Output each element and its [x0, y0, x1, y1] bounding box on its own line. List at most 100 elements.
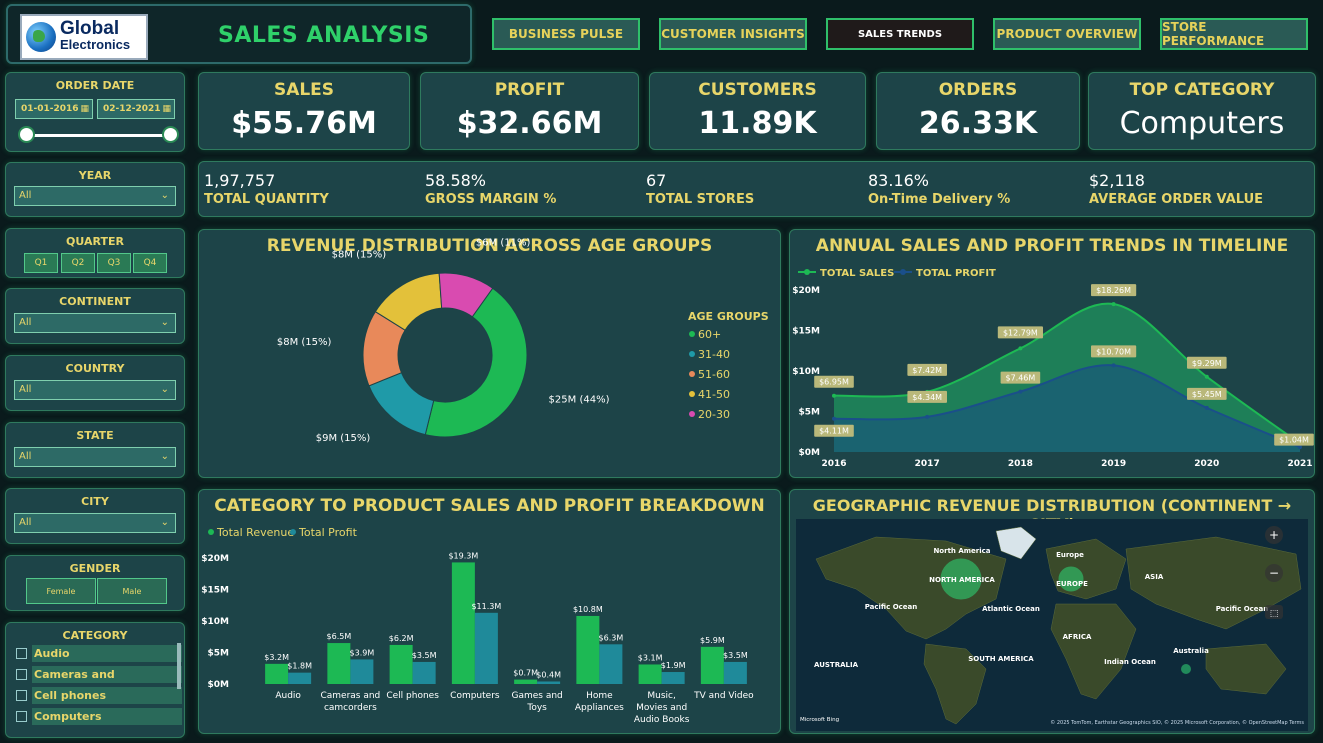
revenue-bubble-europe — [1058, 566, 1084, 592]
country-value: All — [19, 384, 32, 395]
kpi-top-category-card: TOP CATEGORY Computers — [1088, 72, 1316, 150]
category-item-cell-phones[interactable]: Cell phones — [16, 687, 184, 705]
trend-label-bg — [997, 326, 1043, 339]
kpi-customers-value: 11.89K — [698, 106, 817, 141]
stat-value: 58.58% — [425, 171, 487, 190]
donut-chart-title: REVENUE DISTRIBUTION ACROSS AGE GROUPS — [266, 236, 713, 256]
donut-legend-entry: 20-30 — [698, 408, 730, 421]
legend-marker-icon — [689, 331, 695, 337]
bar-legend-entry: Total Revenue — [216, 526, 294, 539]
company-logo: Global Electronics — [20, 14, 148, 60]
bar-1 — [288, 672, 312, 684]
trend-label-bg — [814, 424, 854, 437]
category-item-label: Audio — [32, 645, 182, 662]
legend-marker-icon — [804, 269, 810, 275]
map-bing-logo: Microsoft Bing — [800, 717, 839, 723]
tab-business-pulse[interactable]: BUSINESS PULSE — [492, 18, 640, 50]
donut-data-label: $6M (11%) — [476, 237, 531, 248]
bar-data-label: $5.9M — [700, 636, 725, 645]
zoom-out-button[interactable] — [1265, 564, 1283, 582]
date-range-start-handle[interactable] — [18, 126, 35, 143]
category-item-cameras[interactable]: Cameras and camcorders — [16, 666, 184, 698]
trend-data-label: $5.45M — [1192, 390, 1222, 399]
kpi-top-category-value: Computers — [1119, 106, 1285, 141]
tab-sales-trends[interactable]: SALES TRENDS — [826, 18, 974, 50]
selection-icon: ⬚ — [1270, 609, 1279, 619]
checkbox-icon[interactable] — [16, 711, 27, 722]
geo-map-panel: GEOGRAPHIC REVENUE DISTRIBUTION (CONTINE… — [789, 489, 1315, 734]
continent-dropdown[interactable]: All ⌄ — [14, 313, 176, 333]
quarter-q3-button[interactable]: Q3 — [97, 253, 131, 273]
trend-point — [925, 414, 930, 419]
donut-legend-entry: 31-40 — [698, 348, 730, 361]
map-select-button[interactable] — [1265, 605, 1283, 619]
bar-category-label: Computers — [450, 691, 500, 701]
gender-male-button[interactable]: Male — [97, 578, 167, 604]
stat-label: AVERAGE ORDER VALUE — [1089, 192, 1264, 207]
bar-data-label: $6.5M — [327, 632, 352, 641]
order-date-label: ORDER DATE — [55, 79, 135, 92]
trend-chart-title: ANNUAL SALES AND PROFIT TRENDS IN TIMELI… — [815, 236, 1289, 256]
quarter-q4-button[interactable]: Q4 — [133, 253, 167, 273]
date-range-end-handle[interactable] — [162, 126, 179, 143]
end-date-input[interactable]: 02-12-2021 ▦ — [97, 99, 175, 119]
trend-point — [1018, 346, 1023, 351]
checkbox-icon[interactable] — [16, 648, 27, 659]
country-label: COUNTRY — [65, 362, 125, 375]
bar-data-label: $3.9M — [350, 648, 375, 657]
tab-store-performance[interactable]: STORE PERFORMANCE — [1160, 18, 1308, 50]
category-label: CATEGORY — [62, 629, 128, 642]
gender-female-button[interactable]: Female — [26, 578, 96, 604]
trend-point — [832, 393, 836, 398]
bar-0 — [576, 615, 600, 684]
stat-value: 1,97,757 — [204, 171, 276, 190]
chevron-down-icon: ⌄ — [160, 317, 169, 328]
bar-0 — [514, 679, 538, 684]
age-group-donut-panel: REVENUE DISTRIBUTION ACROSS AGE GROUPS $… — [198, 229, 781, 478]
gender-label: GENDER — [69, 562, 121, 575]
category-scrollbar[interactable] — [177, 643, 181, 689]
trend-point — [832, 416, 836, 421]
checkbox-icon[interactable] — [16, 669, 27, 680]
tab-customer-insights[interactable]: CUSTOMER INSIGHTS — [659, 18, 807, 50]
year-dropdown[interactable]: All ⌄ — [14, 186, 176, 206]
legend-marker-icon — [290, 529, 296, 535]
chevron-down-icon: ⌄ — [160, 517, 169, 528]
trend-label-bg — [907, 363, 947, 376]
donut-legend-title: AGE GROUPS — [688, 310, 769, 323]
category-item-computers[interactable]: Computers — [16, 708, 184, 726]
trend-x-tick: 2017 — [915, 459, 940, 469]
trend-legend-entry: TOTAL PROFIT — [916, 268, 996, 279]
stat-label: On-Time Delivery % — [868, 192, 1011, 207]
date-range-track — [24, 134, 170, 137]
bar-0 — [389, 644, 413, 684]
trend-y-tick: $15M — [792, 327, 820, 337]
continent-slicer: CONTINENT All ⌄ — [5, 288, 185, 344]
state-dropdown[interactable]: All ⌄ — [14, 447, 176, 467]
trend-y-tick: $5M — [799, 408, 821, 418]
start-date-input[interactable]: 01-01-2016 ▦ — [15, 99, 93, 119]
trend-area-1 — [834, 365, 1300, 452]
tab-product-overview[interactable]: PRODUCT OVERVIEW — [993, 18, 1141, 50]
trend-point — [1204, 374, 1209, 379]
donut-legend-entry: 51-60 — [698, 368, 730, 381]
zoom-in-button[interactable] — [1265, 526, 1283, 544]
bar-1 — [474, 612, 498, 684]
map-region-label: Pacific Ocean — [1216, 605, 1269, 613]
city-slicer: CITY All ⌄ — [5, 488, 185, 544]
donut-data-label: $8M (15%) — [277, 337, 332, 348]
world-map[interactable]: North America NORTH AMERICA Europe EUROPE AS… — [796, 519, 1308, 731]
category-item-audio[interactable]: Audio — [16, 645, 184, 663]
quarter-slicer: QUARTER Q1 Q2 Q3 Q4 — [5, 228, 185, 278]
bar-data-label: $1.8M — [287, 662, 312, 671]
quarter-q2-button[interactable]: Q2 — [61, 253, 95, 273]
city-dropdown[interactable]: All ⌄ — [14, 513, 176, 533]
category-item-label: Cell phones — [32, 687, 182, 704]
annual-trend-panel: ANNUAL SALES AND PROFIT TRENDS IN TIMELI… — [789, 229, 1315, 478]
country-dropdown[interactable]: All ⌄ — [14, 380, 176, 400]
checkbox-icon[interactable] — [16, 690, 27, 701]
kpi-orders-value: 26.33K — [918, 106, 1038, 141]
trend-label-bg — [1091, 345, 1137, 358]
category-item-label: Cameras and camcorders — [32, 666, 182, 698]
quarter-q1-button[interactable]: Q1 — [24, 253, 58, 273]
